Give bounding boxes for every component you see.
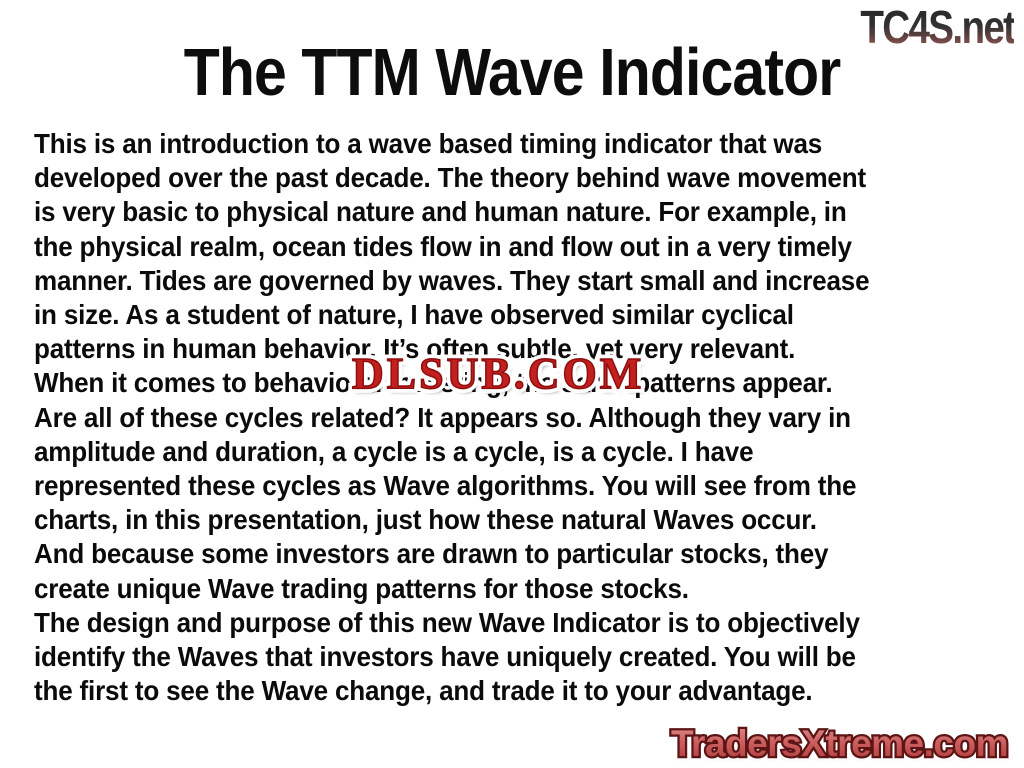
dlsub-watermark-text: DLSUB.COM — [351, 349, 645, 398]
body-line: When it comes to behavioral investing, t… — [34, 367, 833, 399]
tc4s-watermark: TC4S.net — [831, 1, 1016, 53]
tradersxtreme-text: TradersXtreme.com — [670, 723, 1009, 764]
body-line: the first to see the Wave change, and tr… — [34, 675, 813, 707]
tradersxtreme-outline: TradersXtreme.com — [669, 723, 1011, 765]
body-line: identify the Waves that investors have u… — [34, 641, 856, 673]
slide-body: This is an introduction to a wave based … — [34, 127, 870, 708]
body-line: manner. Tides are governed by waves. The… — [34, 264, 870, 296]
body-line: developed over the past decade. The theo… — [34, 162, 866, 194]
body-line: amplitude and duration, a cycle is a cyc… — [34, 435, 754, 467]
body-line: patterns in human behavior. It’s often s… — [34, 333, 796, 365]
tradersxtreme-watermark: TradersXtreme.com TradersXtreme.com Trad… — [667, 721, 1013, 766]
body-line: create unique Wave trading patterns for … — [34, 572, 689, 604]
body-line: The design and purpose of this new Wave … — [34, 606, 860, 638]
body-line: Are all of these cycles related? It appe… — [34, 401, 851, 433]
dlsub-watermark: DLSUB.COM DLSUB.COM — [347, 347, 645, 400]
tradersxtreme-glow: TradersXtreme.com — [667, 721, 1013, 766]
slide-title: The TTM Wave Indicator — [183, 35, 841, 110]
body-line: is very basic to physical nature and hum… — [34, 196, 847, 228]
tc4s-logo-text: TC4S.net — [859, 1, 1016, 53]
body-line: charts, in this presentation, just how t… — [34, 504, 817, 536]
body-line: represented these cycles as Wave algorit… — [34, 470, 857, 502]
dlsub-watermark-outline: DLSUB.COM — [347, 347, 645, 400]
body-line: in size. As a student of nature, I have … — [34, 299, 794, 331]
body-line: This is an introduction to a wave based … — [34, 128, 823, 159]
body-line: the physical realm, ocean tides flow in … — [34, 230, 852, 262]
body-line: And because some investors are drawn to … — [34, 538, 829, 570]
